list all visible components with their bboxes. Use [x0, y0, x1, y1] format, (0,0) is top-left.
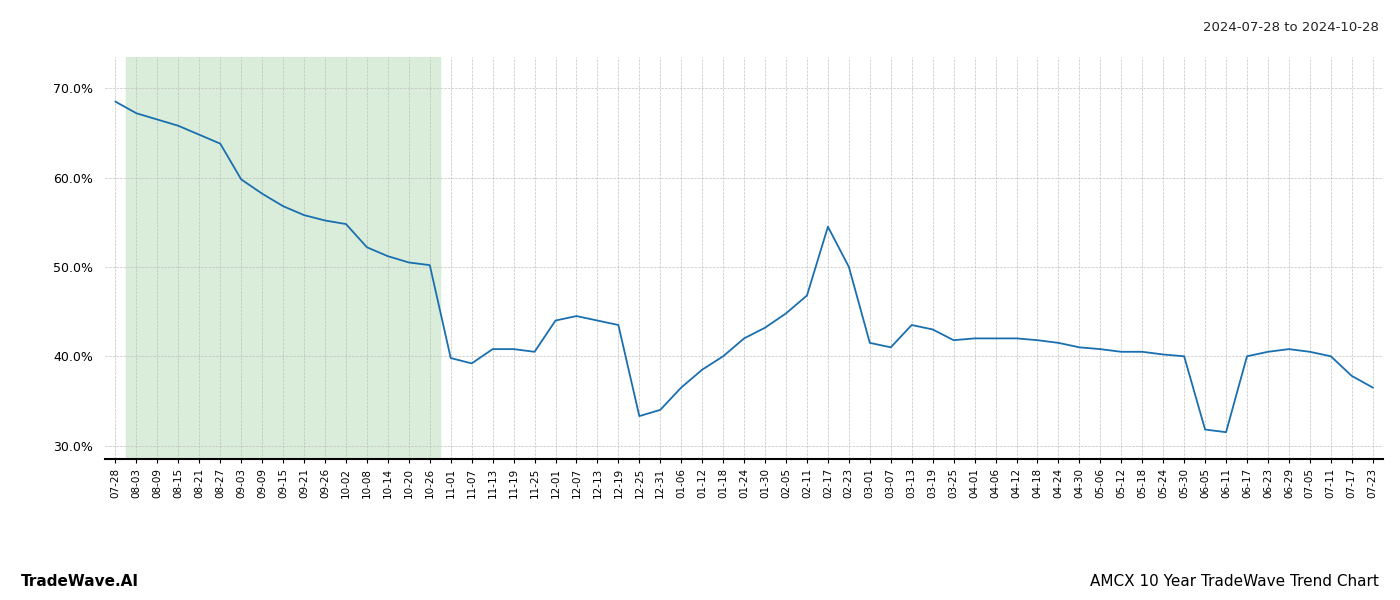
Text: TradeWave.AI: TradeWave.AI — [21, 574, 139, 589]
Text: 2024-07-28 to 2024-10-28: 2024-07-28 to 2024-10-28 — [1203, 21, 1379, 34]
Text: AMCX 10 Year TradeWave Trend Chart: AMCX 10 Year TradeWave Trend Chart — [1091, 574, 1379, 589]
Bar — [126, 57, 440, 459]
